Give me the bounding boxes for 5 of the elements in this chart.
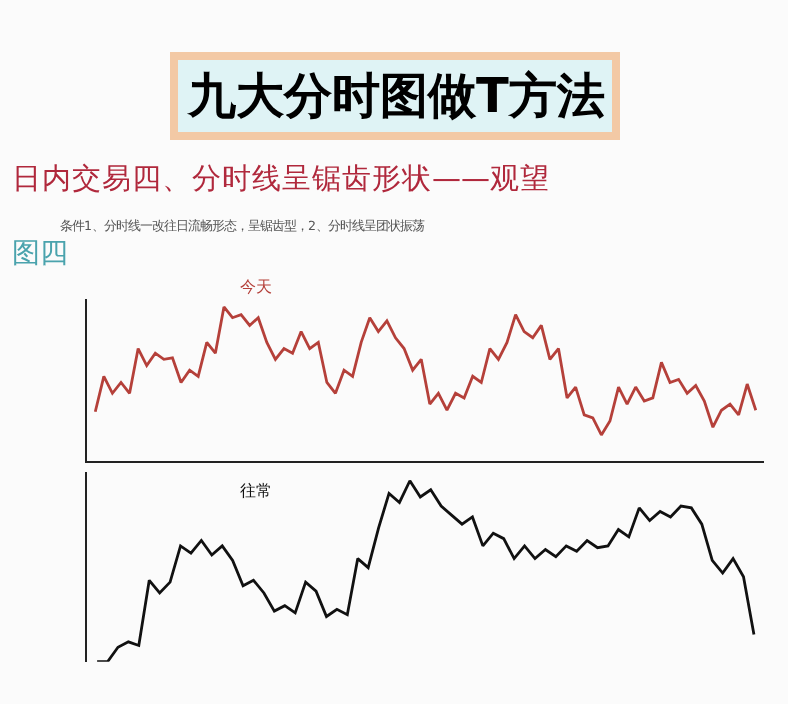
series-label: 今天 xyxy=(240,278,272,296)
text: 往常 xyxy=(240,482,272,500)
chart-subtitle: 日内交易四、分时线呈锯齿形状——观望 xyxy=(12,162,550,196)
text: 图四 xyxy=(12,238,68,270)
chart-title: 九大分时图做T方法 xyxy=(186,68,605,124)
